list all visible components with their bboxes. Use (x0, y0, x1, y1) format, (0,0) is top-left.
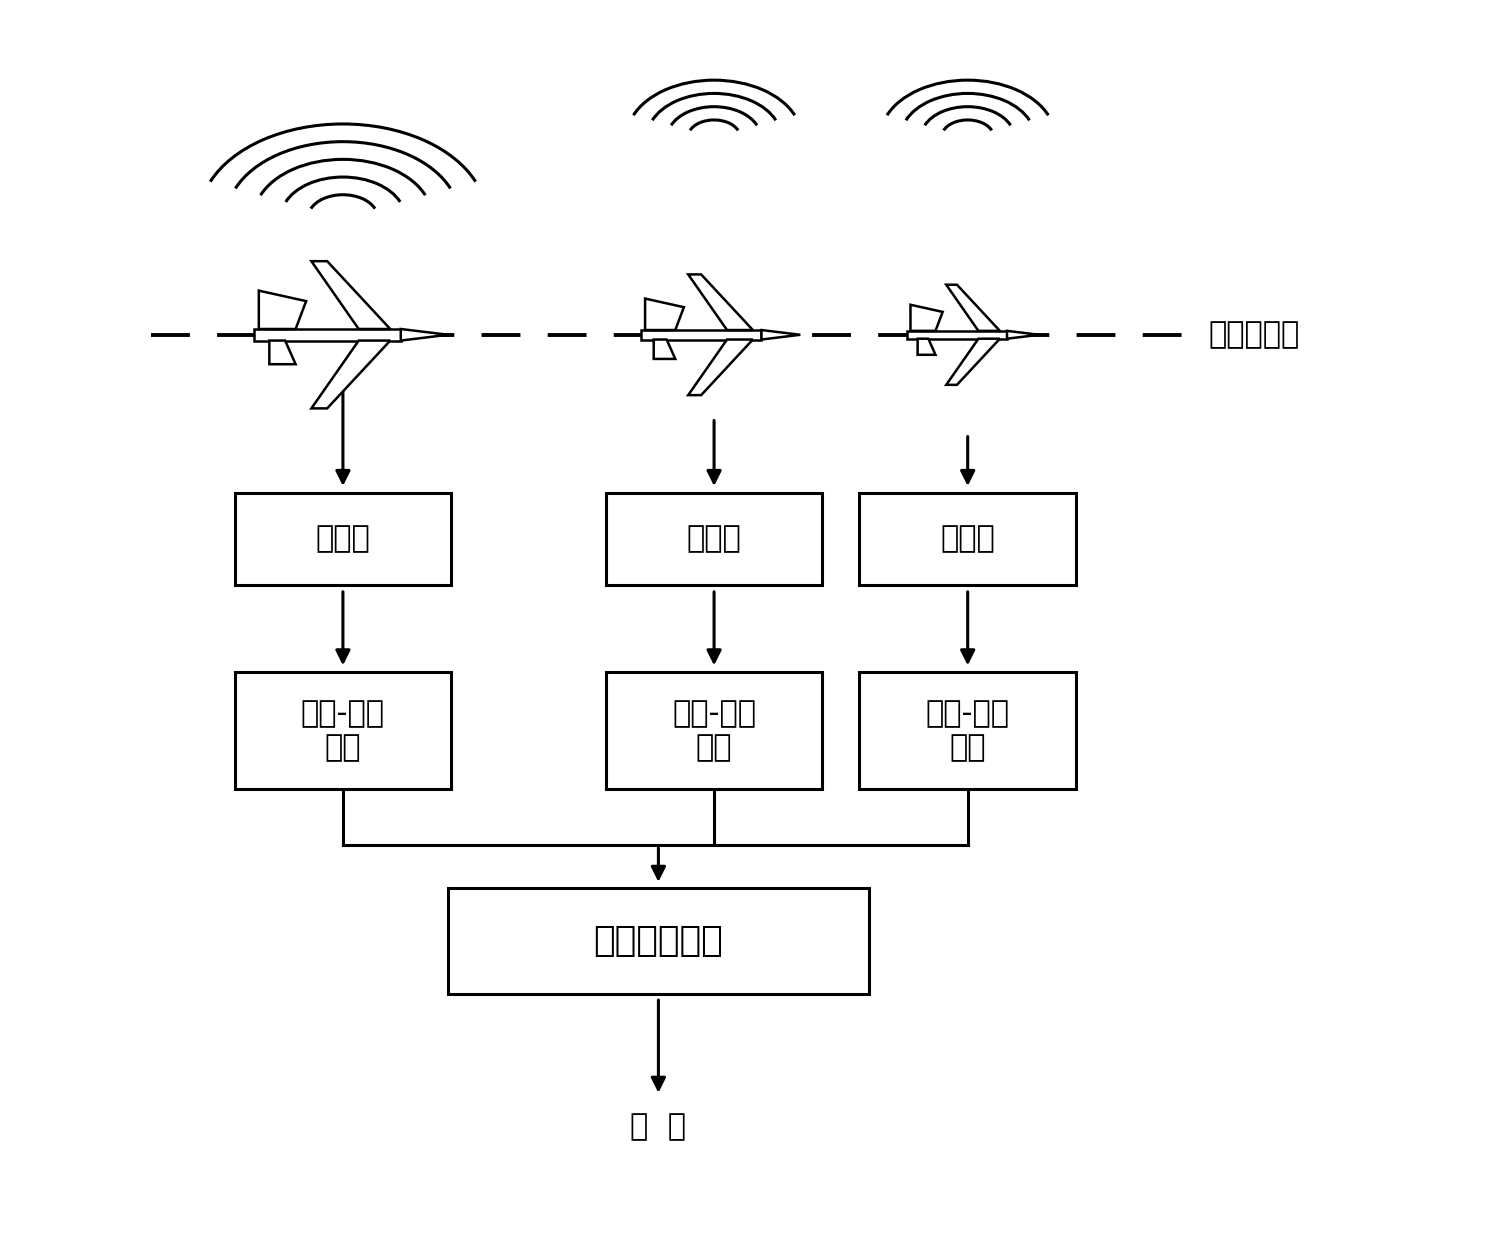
Polygon shape (946, 285, 1000, 330)
Polygon shape (907, 330, 1007, 339)
Bar (860, 672, 1076, 789)
Bar (448, 888, 869, 993)
Text: 传感器路径: 传感器路径 (1208, 320, 1301, 349)
Bar (235, 672, 451, 789)
Bar (235, 493, 451, 585)
Polygon shape (1007, 330, 1039, 339)
Polygon shape (311, 340, 390, 408)
Polygon shape (641, 330, 761, 339)
Polygon shape (270, 305, 295, 329)
Text: 接收机: 接收机 (316, 524, 371, 553)
Polygon shape (761, 330, 800, 339)
Polygon shape (654, 339, 675, 359)
Bar (606, 672, 822, 789)
Text: 压缩感知处理: 压缩感知处理 (593, 924, 723, 958)
Bar (860, 493, 1076, 585)
Polygon shape (918, 339, 936, 355)
Text: 接收机: 接收机 (687, 524, 742, 553)
Polygon shape (645, 299, 684, 330)
Polygon shape (270, 340, 295, 364)
Polygon shape (259, 290, 305, 329)
Polygon shape (946, 339, 1000, 385)
Bar (606, 493, 822, 585)
Text: 模拟-信息
测量: 模拟-信息 测量 (301, 699, 384, 762)
Polygon shape (654, 310, 675, 330)
Polygon shape (688, 339, 752, 395)
Polygon shape (688, 274, 752, 330)
Polygon shape (918, 315, 936, 330)
Text: 图  像: 图 像 (630, 1112, 687, 1141)
Polygon shape (401, 329, 448, 340)
Polygon shape (253, 329, 401, 340)
Text: 模拟-信息
测量: 模拟-信息 测量 (672, 699, 755, 762)
Polygon shape (311, 261, 390, 329)
Polygon shape (910, 305, 943, 330)
Text: 模拟-信息
测量: 模拟-信息 测量 (925, 699, 1010, 762)
Text: 接收机: 接收机 (940, 524, 995, 553)
